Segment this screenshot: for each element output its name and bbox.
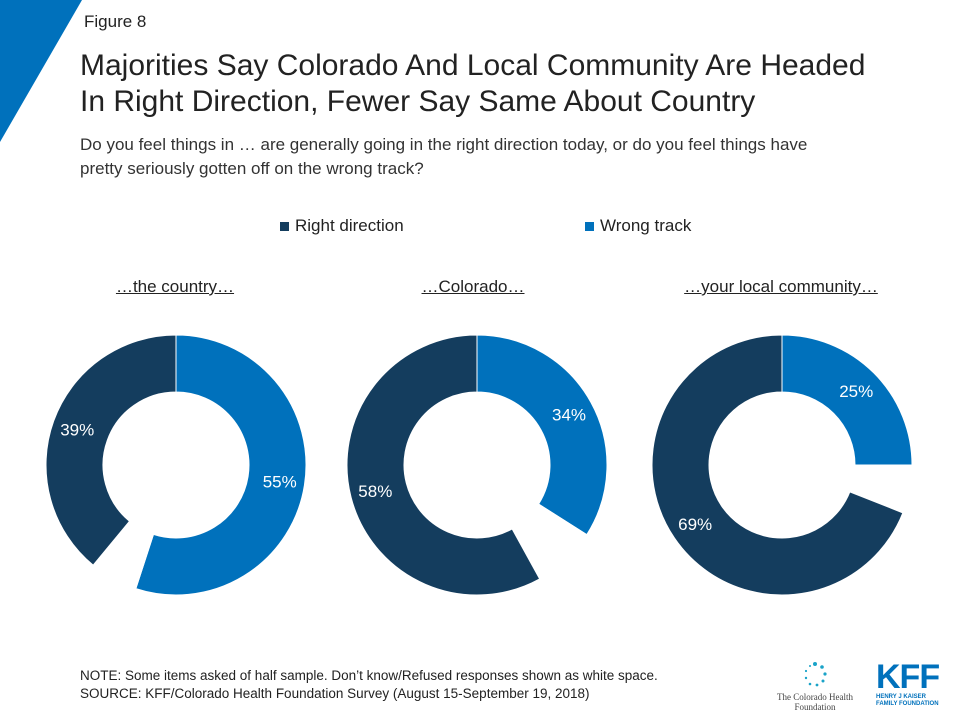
- footer-notes: NOTE: Some items asked of half sample. D…: [80, 667, 658, 703]
- legend-swatch-right-direction: [280, 221, 289, 231]
- donut-data-label-local-community-right-direction: 69%: [678, 515, 712, 534]
- kff-logo-mark: KFF: [876, 658, 940, 696]
- donut-slice-colorado-wrong-track: [476, 334, 608, 536]
- donut-slice-colorado-right-direction: [346, 334, 541, 596]
- donut-data-label-country-right-direction: 39%: [60, 420, 94, 439]
- chart-subtitle: Do you feel things in … are generally go…: [80, 133, 920, 181]
- donut-label-country: …the country…: [115, 277, 235, 296]
- legend-item-wrong-track: Wrong track: [585, 216, 691, 236]
- legend-item-right-direction: Right direction: [280, 216, 404, 236]
- chf-mark-icon: [804, 662, 827, 687]
- kff-logo-sub-1: HENRY J KAISER: [876, 694, 927, 700]
- figure-label: Figure 8: [84, 12, 147, 31]
- donut-label-local-community: …your local community…: [684, 277, 878, 296]
- donut-data-label-colorado-right-direction: 58%: [358, 482, 392, 501]
- chart-subtitle-line-1: Do you feel things in … are generally go…: [80, 135, 808, 154]
- chart-title: Majorities Say Colorado And Local Commun…: [80, 48, 940, 120]
- donut-data-label-local-community-wrong-track: 25%: [839, 382, 873, 401]
- footer-source: SOURCE: KFF/Colorado Health Foundation S…: [80, 686, 590, 701]
- donut-data-label-country-wrong-track: 55%: [263, 472, 297, 491]
- corner-accent: [0, 0, 82, 142]
- donut-data-label-colorado-wrong-track: 34%: [552, 405, 586, 424]
- chf-logo-text: The Colorado Health Foundation: [777, 692, 853, 712]
- donut-slice-local-community-right-direction: [651, 334, 904, 596]
- chart-subtitle-line-2: pretty seriously gotten off on the wrong…: [80, 159, 424, 178]
- legend-label-right-direction: Right direction: [295, 216, 404, 235]
- colorado-health-foundation-logo: The Colorado Health Foundation: [760, 658, 870, 712]
- donut-slice-country-wrong-track: [135, 334, 307, 596]
- chart-title-line-1: Majorities Say Colorado And Local Commun…: [80, 49, 866, 82]
- kff-logo-sub-2: FAMILY FOUNDATION: [876, 701, 939, 707]
- legend-label-wrong-track: Wrong track: [600, 216, 692, 235]
- legend-swatch-wrong-track: [585, 221, 594, 231]
- kff-logo: KFF HENRY J KAISER FAMILY FOUNDATION: [876, 660, 946, 712]
- donut-slice-local-community-wrong-track: [781, 334, 913, 466]
- footer-note: NOTE: Some items asked of half sample. D…: [80, 668, 658, 683]
- donut-label-colorado: …Colorado…: [421, 277, 525, 296]
- chart-legend: Right direction Wrong track: [0, 216, 960, 240]
- chart-title-line-2: In Right Direction, Fewer Say Same About…: [80, 85, 756, 118]
- donut-slice-country-right-direction: [45, 334, 177, 566]
